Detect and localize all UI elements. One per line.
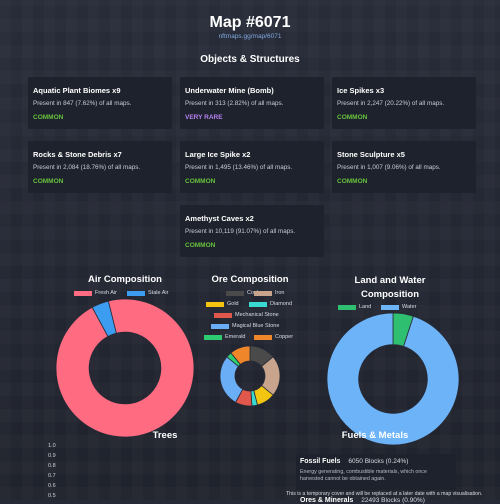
legend-label: Emerald bbox=[225, 334, 246, 340]
legend-label: Water bbox=[402, 304, 417, 310]
legend-label: Diamond bbox=[270, 301, 293, 307]
land-water-donut-chart bbox=[326, 312, 460, 446]
object-presence: Present in 10,119 (91.07%) of all maps. bbox=[185, 228, 296, 235]
legend-label: Stale Air bbox=[148, 290, 169, 296]
land-chart-title: Land and Water Composition bbox=[320, 274, 460, 302]
fossil-desc-line2: harvested cannot be obtained again. bbox=[300, 476, 386, 482]
object-name: Underwater Mine (Bomb) bbox=[185, 86, 274, 95]
fossil-fuels-name: Fossil Fuels bbox=[300, 458, 341, 465]
legend-swatch bbox=[206, 301, 224, 307]
map-url-link[interactable]: nftmaps.gg/map/6071 bbox=[218, 33, 282, 40]
objects-heading: Objects & Structures bbox=[200, 54, 300, 65]
legend-swatch bbox=[254, 334, 272, 340]
legend-swatch bbox=[214, 312, 232, 318]
land-title-line1: Land and Water bbox=[354, 275, 426, 286]
legend-swatch bbox=[127, 290, 145, 296]
trees-chart-title: Trees bbox=[152, 430, 178, 441]
slice-copper[interactable] bbox=[230, 345, 251, 366]
air-legend-item[interactable]: Fresh Air bbox=[74, 290, 117, 296]
object-presence: Present in 2,084 (18.76%) of all maps. bbox=[33, 164, 141, 171]
ores-minerals-name: Ores & Minerals bbox=[300, 497, 354, 504]
ores-minerals-amount: 22493 Blocks (0.90%) bbox=[361, 497, 425, 504]
rarity-badge: COMMON bbox=[337, 114, 368, 121]
legend-label: Mechanical Stone bbox=[235, 312, 279, 318]
ore-donut-chart bbox=[219, 345, 281, 407]
legend-swatch bbox=[381, 304, 399, 310]
ore-legend-item[interactable]: Emerald bbox=[204, 334, 245, 340]
legend-label: Magical Blue Stone bbox=[232, 323, 280, 329]
object-presence: Present in 1,495 (13.46%) of all maps. bbox=[185, 164, 293, 171]
land-title-line2: Composition bbox=[360, 289, 420, 300]
legend-label: Land bbox=[359, 304, 372, 310]
slice-stale-air[interactable] bbox=[91, 300, 117, 337]
page-title: Map #6071 bbox=[209, 14, 291, 31]
object-name: Rocks & Stone Debris x7 bbox=[33, 150, 122, 159]
rarity-badge: COMMON bbox=[185, 178, 216, 185]
legend-swatch bbox=[204, 334, 222, 340]
y-tick-label: 0.8 bbox=[48, 463, 56, 469]
object-card: Stone Sculpture x5 Present in 1,007 (9.0… bbox=[332, 141, 476, 193]
object-presence: Present in 1,007 (9.06%) of all maps. bbox=[337, 164, 441, 171]
legend-label: Copper bbox=[275, 334, 294, 340]
object-card: Ice Spikes x3 Present in 2,247 (20.22%) … bbox=[332, 77, 476, 129]
legend-label: Fresh Air bbox=[95, 290, 118, 296]
air-donut-chart bbox=[55, 298, 195, 438]
legend-swatch bbox=[74, 290, 92, 296]
fuels-heading: Fuels & Metals bbox=[341, 430, 409, 441]
ore-legend-item[interactable]: Diamond bbox=[249, 301, 292, 307]
land-legend-item[interactable]: Water bbox=[381, 304, 416, 310]
object-name: Large Ice Spike x2 bbox=[185, 150, 251, 159]
slice-fresh-air[interactable] bbox=[55, 298, 195, 438]
fossil-fuels-description: Energy generating, combustible materials… bbox=[300, 469, 427, 483]
y-tick-label: 1.0 bbox=[48, 443, 56, 449]
temporary-cover-notice: This is a temporary cover and will be re… bbox=[286, 491, 483, 497]
object-presence: Present in 2,247 (20.22%) of all maps. bbox=[337, 100, 445, 107]
legend-swatch bbox=[226, 290, 244, 296]
object-presence: Present in 313 (2.82%) of all maps. bbox=[185, 100, 284, 107]
legend-swatch bbox=[254, 290, 272, 296]
y-tick-label: 0.7 bbox=[48, 473, 56, 479]
fossil-fuels-panel bbox=[296, 454, 456, 490]
legend-swatch bbox=[211, 323, 229, 329]
air-legend-item[interactable]: Stale Air bbox=[127, 290, 168, 296]
legend-label: Iron bbox=[275, 290, 285, 296]
y-tick-label: 0.6 bbox=[48, 483, 56, 489]
ore-legend-item[interactable]: Mechanical Stone bbox=[214, 312, 279, 318]
y-tick-label: 0.9 bbox=[48, 453, 56, 459]
ore-legend-item[interactable]: Copper bbox=[254, 334, 293, 340]
y-tick-label: 0.5 bbox=[48, 493, 56, 499]
object-name: Stone Sculpture x5 bbox=[337, 150, 405, 159]
rarity-badge: COMMON bbox=[337, 178, 368, 185]
object-card: Amethyst Caves x2 Present in 10,119 (91.… bbox=[180, 205, 324, 257]
fossil-fuels-row: Fossil Fuels 6050 Blocks (0.24%) bbox=[300, 458, 408, 465]
legend-swatch bbox=[249, 301, 267, 307]
object-name: Aquatic Plant Biomes x9 bbox=[33, 86, 121, 95]
fossil-desc-line1: Energy generating, combustible materials… bbox=[300, 469, 427, 475]
ore-legend-item[interactable]: Magical Blue Stone bbox=[211, 323, 279, 329]
slice-water[interactable] bbox=[326, 312, 460, 446]
object-card: Large Ice Spike x2 Present in 1,495 (13.… bbox=[180, 141, 324, 193]
object-presence: Present in 847 (7.62%) of all maps. bbox=[33, 100, 132, 107]
object-name: Ice Spikes x3 bbox=[337, 86, 385, 95]
object-name: Amethyst Caves x2 bbox=[185, 214, 254, 223]
ores-minerals-row: Ores & Minerals 22493 Blocks (0.90%) bbox=[300, 497, 425, 504]
legend-label: Coal bbox=[247, 290, 259, 296]
rarity-badge: VERY RARE bbox=[185, 114, 223, 121]
rarity-badge: COMMON bbox=[185, 242, 216, 249]
ore-chart-title: Ore Composition bbox=[211, 274, 289, 285]
object-card: Rocks & Stone Debris x7 Present in 2,084… bbox=[28, 141, 172, 193]
object-card: Aquatic Plant Biomes x9 Present in 847 (… bbox=[28, 77, 172, 129]
legend-label: Gold bbox=[227, 301, 239, 307]
ore-legend-item[interactable]: Coal bbox=[226, 290, 258, 296]
air-chart-title: Air Composition bbox=[88, 274, 162, 285]
rarity-badge: COMMON bbox=[33, 114, 64, 121]
ore-legend-item[interactable]: Iron bbox=[254, 290, 284, 296]
rarity-badge: COMMON bbox=[33, 178, 64, 185]
legend-swatch bbox=[338, 304, 356, 310]
land-legend-item[interactable]: Land bbox=[338, 304, 371, 310]
object-card: Underwater Mine (Bomb) Present in 313 (2… bbox=[180, 77, 324, 129]
fossil-fuels-amount: 6050 Blocks (0.24%) bbox=[348, 458, 409, 465]
ore-legend-item[interactable]: Gold bbox=[206, 301, 239, 307]
